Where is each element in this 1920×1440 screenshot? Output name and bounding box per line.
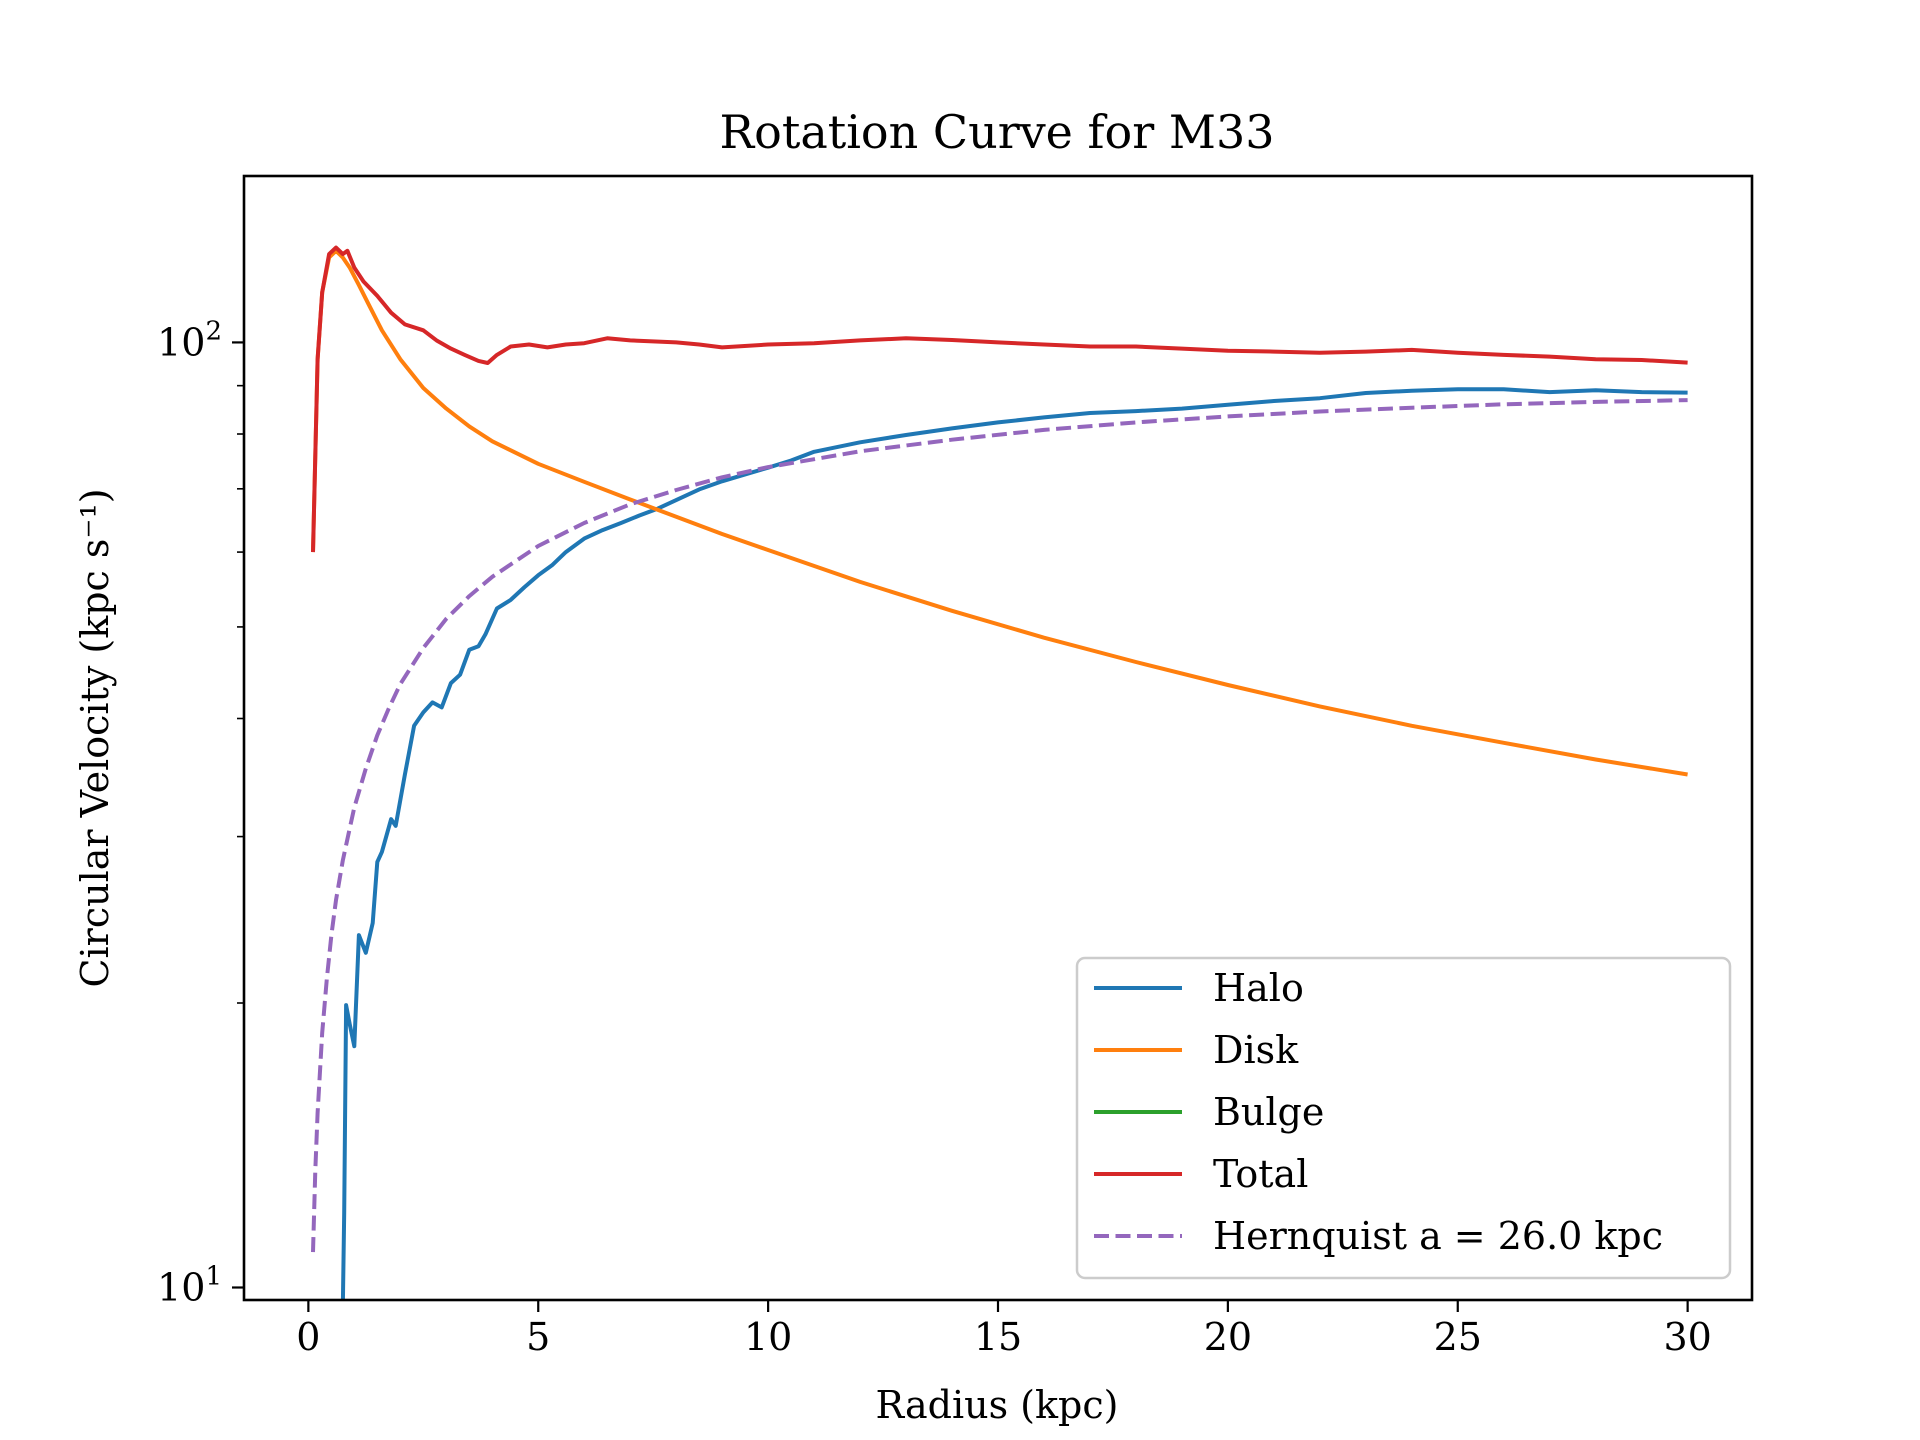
series-line-disk — [311, 248, 1688, 777]
legend-items: Halo Disk Bulge Total Hernquist a = 26.0 kpc — [1094, 966, 1663, 1258]
x-tick-label: 15 — [974, 1315, 1022, 1359]
series-line-halo — [340, 387, 1688, 1300]
legend: Halo Disk Bulge Total Hernquist a = 26.0 kpc — [1075, 956, 1732, 1280]
legend-label-disk: Disk — [1213, 1028, 1299, 1072]
x-tick-label: 20 — [1204, 1315, 1252, 1359]
legend-label-bulge: Bulge — [1213, 1090, 1324, 1134]
legend-label-halo: Halo — [1213, 966, 1304, 1010]
x-tick-label: 25 — [1434, 1315, 1482, 1359]
x-tick-label: 0 — [296, 1315, 320, 1359]
x-ticks: 0 5 10 15 20 25 30 — [296, 1300, 1712, 1359]
x-tick-label: 10 — [744, 1315, 792, 1359]
series-line-hernquist — [311, 398, 1688, 1253]
x-axis-label: Radius (kpc) — [876, 1383, 1119, 1427]
x-tick-label: 5 — [526, 1315, 550, 1359]
legend-label-hernquist: Hernquist a = 26.0 kpc — [1213, 1214, 1663, 1258]
series-line-total — [311, 245, 1688, 553]
y-axis-label: Circular Velocity (kpc s⁻¹) — [73, 488, 117, 987]
y-tick-label: 102 — [157, 316, 222, 364]
x-tick-label: 30 — [1663, 1315, 1711, 1359]
y-tick-label: 101 — [157, 1261, 222, 1309]
series-layer — [311, 245, 1688, 1300]
chart-title: Rotation Curve for M33 — [720, 105, 1275, 159]
y-ticks: 101 102 — [157, 316, 244, 1309]
legend-frame — [1075, 956, 1732, 1280]
legend-label-total: Total — [1213, 1152, 1308, 1196]
